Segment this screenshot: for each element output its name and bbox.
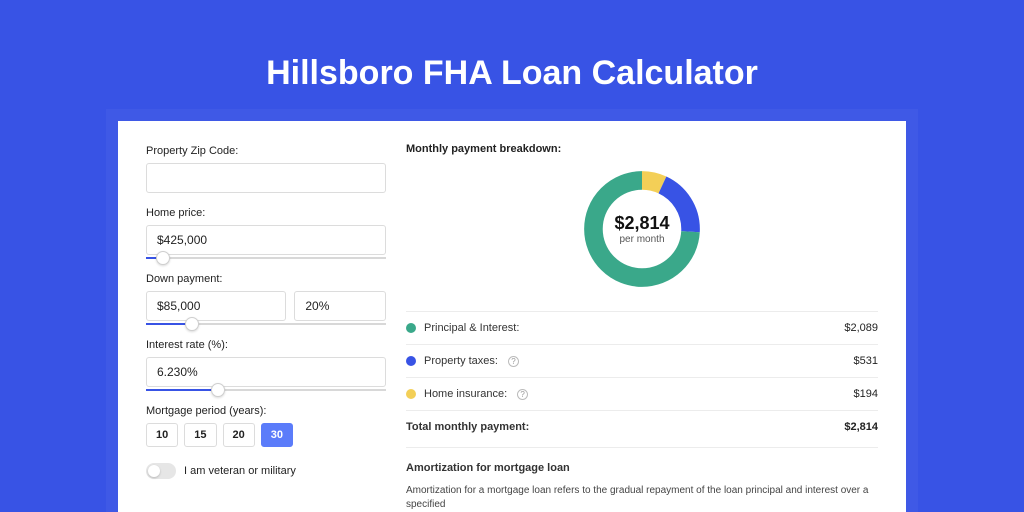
- breakdown-label: Property taxes:: [424, 355, 498, 367]
- mortgage-period-label: Mortgage period (years):: [146, 405, 386, 417]
- period-btn-20[interactable]: 20: [223, 423, 255, 447]
- breakdown-row-principal: Principal & Interest: $2,089: [406, 311, 878, 344]
- mortgage-period-group: Mortgage period (years): 10 15 20 30: [146, 405, 386, 447]
- breakdown-row-insurance: Home insurance: ? $194: [406, 377, 878, 410]
- zip-group: Property Zip Code:: [146, 145, 386, 193]
- donut-chart: $2,814 per month: [580, 167, 704, 291]
- interest-rate-input[interactable]: [146, 357, 386, 387]
- breakdown-label: Home insurance:: [424, 388, 507, 400]
- breakdown-value: $531: [854, 355, 878, 367]
- down-payment-group: Down payment:: [146, 273, 386, 325]
- interest-rate-label: Interest rate (%):: [146, 339, 386, 351]
- down-payment-slider[interactable]: [146, 323, 386, 325]
- home-price-slider-thumb[interactable]: [156, 251, 170, 265]
- dot-icon: [406, 389, 416, 399]
- down-payment-input[interactable]: [146, 291, 286, 321]
- veteran-toggle[interactable]: [146, 463, 176, 479]
- zip-input[interactable]: [146, 163, 386, 193]
- calculator-card: Property Zip Code: Home price: Down paym…: [118, 121, 906, 512]
- veteran-label: I am veteran or military: [184, 465, 296, 477]
- donut-chart-wrap: $2,814 per month: [406, 167, 878, 291]
- results-panel: Monthly payment breakdown: $2,814 per mo…: [406, 143, 878, 512]
- breakdown-row-total: Total monthly payment: $2,814: [406, 410, 878, 443]
- period-btn-30[interactable]: 30: [261, 423, 293, 447]
- donut-center: $2,814 per month: [580, 167, 704, 291]
- info-icon[interactable]: ?: [508, 356, 519, 367]
- interest-rate-slider-thumb[interactable]: [211, 383, 225, 397]
- breakdown-value: $194: [854, 388, 878, 400]
- period-btn-15[interactable]: 15: [184, 423, 216, 447]
- total-label: Total monthly payment:: [406, 421, 529, 433]
- breakdown-row-taxes: Property taxes: ? $531: [406, 344, 878, 377]
- home-price-input[interactable]: [146, 225, 386, 255]
- home-price-group: Home price:: [146, 207, 386, 259]
- down-payment-pct-input[interactable]: [294, 291, 386, 321]
- breakdown-label: Principal & Interest:: [424, 322, 519, 334]
- mortgage-period-buttons: 10 15 20 30: [146, 423, 386, 447]
- breakdown-value: $2,089: [844, 322, 878, 334]
- info-icon[interactable]: ?: [517, 389, 528, 400]
- interest-rate-slider[interactable]: [146, 389, 386, 391]
- home-price-label: Home price:: [146, 207, 386, 219]
- total-value: $2,814: [844, 421, 878, 433]
- home-price-slider[interactable]: [146, 257, 386, 259]
- inputs-panel: Property Zip Code: Home price: Down paym…: [146, 143, 386, 512]
- amortization-text: Amortization for a mortgage loan refers …: [406, 484, 878, 512]
- veteran-toggle-knob: [148, 465, 160, 477]
- breakdown-title: Monthly payment breakdown:: [406, 143, 878, 155]
- period-btn-10[interactable]: 10: [146, 423, 178, 447]
- down-payment-label: Down payment:: [146, 273, 386, 285]
- amortization-section: Amortization for mortgage loan Amortizat…: [406, 447, 878, 512]
- donut-sub: per month: [619, 234, 664, 245]
- interest-rate-slider-fill: [146, 389, 218, 391]
- donut-amount: $2,814: [614, 213, 669, 234]
- amortization-title: Amortization for mortgage loan: [406, 462, 878, 474]
- zip-label: Property Zip Code:: [146, 145, 386, 157]
- interest-rate-group: Interest rate (%):: [146, 339, 386, 391]
- down-payment-slider-thumb[interactable]: [185, 317, 199, 331]
- dot-icon: [406, 356, 416, 366]
- dot-icon: [406, 323, 416, 333]
- page-title: Hillsboro FHA Loan Calculator: [0, 0, 1024, 121]
- veteran-row: I am veteran or military: [146, 463, 386, 479]
